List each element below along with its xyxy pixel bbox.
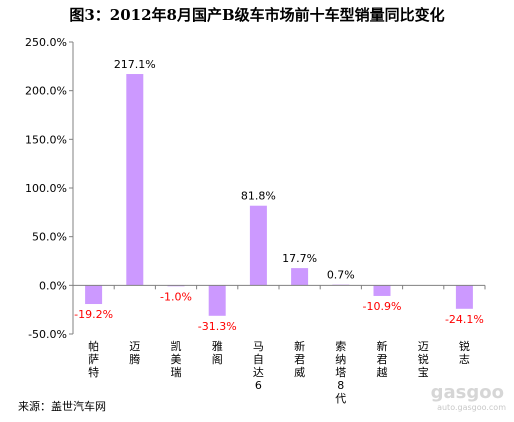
bar [208,285,226,316]
data-label: -19.2% [74,308,113,321]
y-tick-label: 200.0% [25,85,67,98]
data-label: 17.7% [282,252,317,265]
bar [373,285,391,296]
gasgoo-logo-icon: gasgoo [431,382,504,403]
category-label: 新君越 [377,339,388,379]
bar [291,268,309,286]
watermark-logo-text: gasgoo [431,382,504,403]
category-label: 迈锐宝 [418,340,429,379]
bar [455,285,473,309]
y-tick-label: -50.0% [28,328,67,341]
data-label: 81.8% [241,190,276,203]
data-label: -24.1% [445,313,484,326]
category-label: 索纳塔 8 代 [335,339,346,405]
y-tick-label: 100.0% [25,182,67,195]
y-tick-label: 50.0% [32,231,67,244]
y-tick-label: 250.0% [25,36,67,49]
category-label: 新君威 [294,339,305,379]
category-label: 迈腾 [129,340,140,366]
chart-title: 图3：2012年8月国产B级车市场前十车型销量同比变化 [69,6,445,24]
bar [249,205,267,286]
source-note: 来源：盖世汽车网 [18,400,106,413]
watermark-logo: gasgoo auto.gasgoo.com [422,378,506,416]
data-label: -31.3% [198,320,237,333]
data-label: 0.7% [327,269,355,282]
category-label: 凯美瑞 [171,340,182,379]
bar [126,74,144,286]
category-label: 锐志 [459,339,470,366]
y-tick-label: 0.0% [39,279,67,292]
data-label: -10.9% [363,300,402,313]
category-label: 马自达 6 [253,340,264,392]
bar [85,285,103,305]
data-label: -1.0% [160,290,192,303]
category-label: 帕萨特 [88,339,99,379]
category-label: 雅阁 [212,339,223,366]
data-label: 217.1% [114,58,156,71]
watermark-url: auto.gasgoo.com [437,403,506,412]
y-tick-label: 150.0% [25,133,67,146]
